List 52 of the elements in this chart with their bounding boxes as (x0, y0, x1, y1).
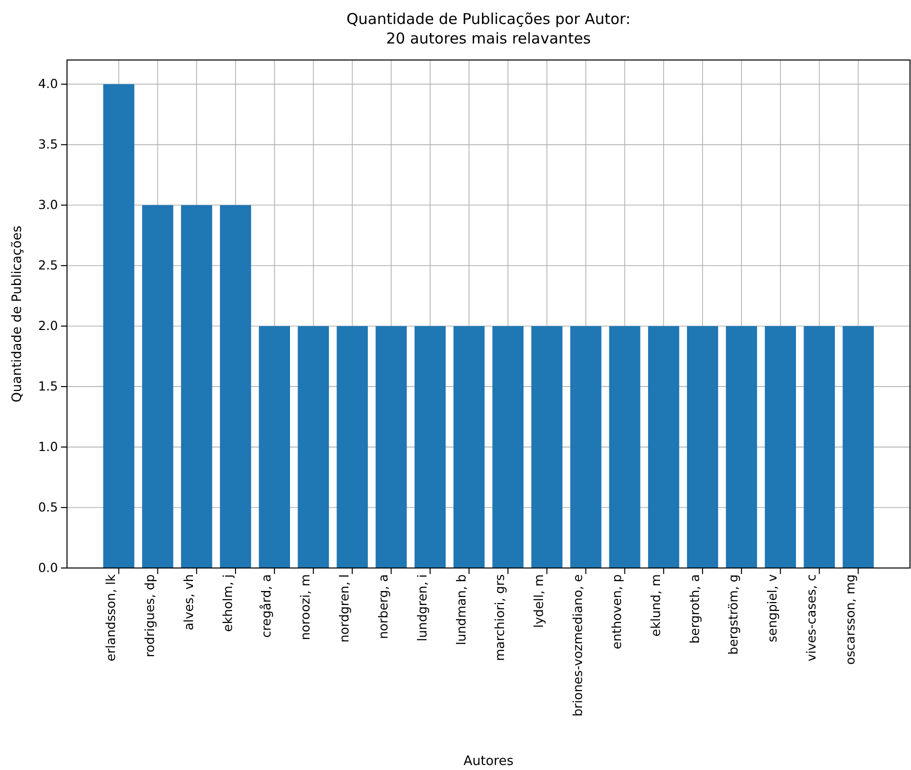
x-tick-label: noroozi, m (298, 574, 313, 640)
x-tick-label: ekholm, j (220, 574, 235, 632)
bar (142, 205, 174, 568)
x-tick-label: nordgren, l (336, 574, 352, 643)
x-axis-title: Autores (463, 754, 514, 769)
x-tick-label: eklund, m (648, 574, 663, 637)
x-tick-label: bergström, g (726, 574, 741, 655)
x-tick-label: oscarsson, mg (842, 574, 858, 665)
x-tick-label: lydell, m (531, 574, 546, 628)
bar (648, 326, 680, 568)
bar (531, 326, 562, 568)
x-tick-label: cregård, a (258, 574, 274, 638)
y-tick-label: 1.5 (38, 378, 58, 394)
bar (453, 326, 485, 568)
y-axis-title: Quantidade de Publicações (10, 225, 25, 402)
x-tick-label: lundman, b (453, 574, 468, 646)
y-tick-label: 1.0 (38, 439, 58, 454)
y-tick-label: 0.0 (38, 560, 58, 575)
bar (336, 326, 368, 568)
y-tick-label: 2.5 (38, 258, 58, 273)
x-tick-label: alves, vh (180, 574, 196, 630)
x-tick-label: norberg, a (375, 574, 390, 640)
bar (181, 205, 212, 568)
bar (414, 326, 446, 568)
x-tick-label: enthoven, p (608, 574, 624, 650)
y-tick-label: 3.0 (38, 197, 58, 212)
x-tick-label: bergroth, a (686, 574, 702, 644)
bar (842, 326, 874, 568)
bar (103, 84, 134, 568)
bar (492, 326, 524, 568)
x-tick-label: vives-cases, c (804, 574, 819, 662)
bar (570, 326, 602, 568)
y-tick-label: 2.0 (38, 318, 58, 334)
bar (298, 326, 329, 568)
x-tick-label: briones-vozmediano, e (570, 574, 586, 716)
x-tick-label: sengpiel, v (764, 574, 780, 642)
bar (726, 326, 758, 568)
chart-title: Quantidade de Publicações por Autor: 20 autores mais relavantes (346, 10, 631, 48)
y-tick-label: 3.5 (38, 136, 58, 152)
x-tick-label: erlandsson, lk (103, 573, 118, 662)
x-tick-label: marchiori, grs (492, 574, 508, 662)
bar (804, 326, 835, 568)
y-tick-label: 4.0 (38, 76, 58, 92)
bar (258, 326, 290, 568)
x-tick-label: lundgren, i (414, 574, 430, 642)
y-tick-label: 0.5 (38, 500, 58, 515)
bar (376, 326, 407, 568)
bar (609, 326, 640, 568)
x-tick-label: rodrigues, dp (142, 574, 157, 658)
bar (686, 326, 718, 568)
bar (220, 205, 252, 568)
bar (764, 326, 796, 568)
